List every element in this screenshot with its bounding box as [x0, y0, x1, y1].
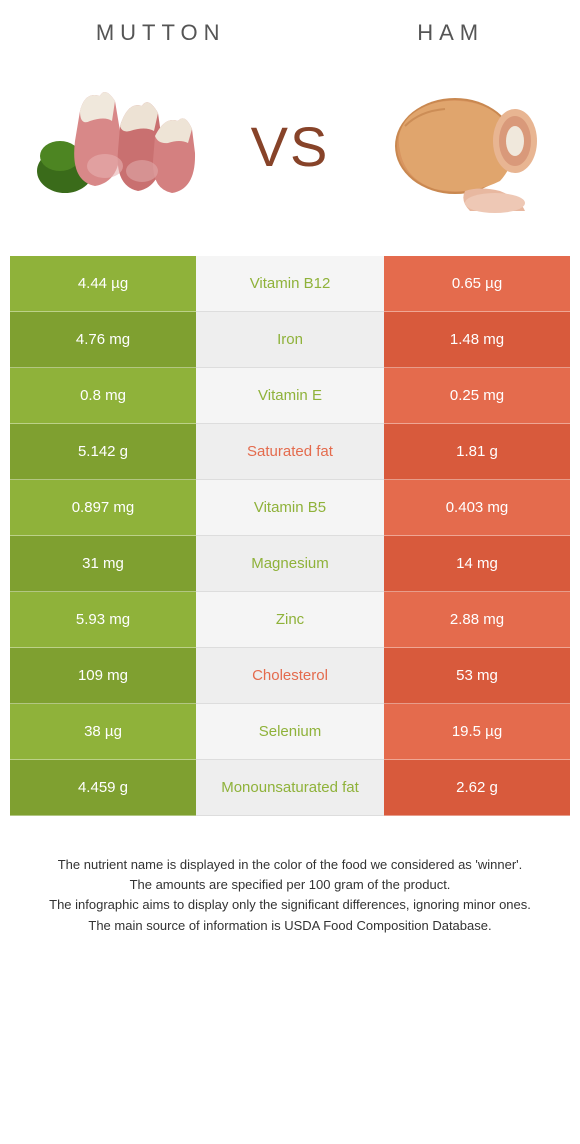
value-right: 1.48 mg [384, 312, 570, 368]
value-left: 38 µg [10, 704, 196, 760]
nutrient-name: Vitamin B5 [196, 480, 384, 536]
table-row: 0.8 mgVitamin E0.25 mg [10, 368, 570, 424]
table-row: 5.93 mgZinc2.88 mg [10, 592, 570, 648]
footer-line: The amounts are specified per 100 gram o… [30, 876, 550, 894]
title-right: HAM [417, 20, 484, 46]
value-left: 5.93 mg [10, 592, 196, 648]
footer-line: The main source of information is USDA F… [30, 917, 550, 935]
vs-label: VS [251, 114, 330, 179]
nutrient-name: Magnesium [196, 536, 384, 592]
table-row: 4.76 mgIron1.48 mg [10, 312, 570, 368]
table-row: 5.142 gSaturated fat1.81 g [10, 424, 570, 480]
nutrient-name: Vitamin B12 [196, 256, 384, 312]
table-row: 31 mgMagnesium14 mg [10, 536, 570, 592]
title-left: MUTTON [96, 20, 226, 46]
footer-line: The nutrient name is displayed in the co… [30, 856, 550, 874]
value-right: 19.5 µg [384, 704, 570, 760]
ham-icon [370, 71, 550, 221]
header-titles: MUTTON HAM [0, 0, 580, 56]
nutrient-name: Monounsaturated fat [196, 760, 384, 816]
value-right: 0.65 µg [384, 256, 570, 312]
value-left: 31 mg [10, 536, 196, 592]
nutrient-name: Selenium [196, 704, 384, 760]
nutrient-name: Zinc [196, 592, 384, 648]
value-right: 2.88 mg [384, 592, 570, 648]
ham-image [370, 71, 550, 221]
nutrient-name: Iron [196, 312, 384, 368]
value-left: 0.8 mg [10, 368, 196, 424]
nutrient-name: Saturated fat [196, 424, 384, 480]
value-right: 14 mg [384, 536, 570, 592]
table-row: 0.897 mgVitamin B50.403 mg [10, 480, 570, 536]
footer-notes: The nutrient name is displayed in the co… [0, 816, 580, 957]
nutrient-name: Cholesterol [196, 648, 384, 704]
value-right: 0.25 mg [384, 368, 570, 424]
table-row: 4.459 gMonounsaturated fat2.62 g [10, 760, 570, 816]
value-left: 5.142 g [10, 424, 196, 480]
mutton-image [30, 71, 210, 221]
value-left: 4.459 g [10, 760, 196, 816]
nutrient-table: 4.44 µgVitamin B120.65 µg4.76 mgIron1.48… [10, 256, 570, 816]
footer-line: The infographic aims to display only the… [30, 896, 550, 914]
value-left: 0.897 mg [10, 480, 196, 536]
value-right: 1.81 g [384, 424, 570, 480]
mutton-icon [30, 71, 210, 221]
value-left: 4.76 mg [10, 312, 196, 368]
image-row: VS [0, 56, 580, 256]
value-right: 0.403 mg [384, 480, 570, 536]
table-row: 38 µgSelenium19.5 µg [10, 704, 570, 760]
value-right: 53 mg [384, 648, 570, 704]
value-right: 2.62 g [384, 760, 570, 816]
table-row: 109 mgCholesterol53 mg [10, 648, 570, 704]
value-left: 4.44 µg [10, 256, 196, 312]
value-left: 109 mg [10, 648, 196, 704]
table-row: 4.44 µgVitamin B120.65 µg [10, 256, 570, 312]
nutrient-name: Vitamin E [196, 368, 384, 424]
